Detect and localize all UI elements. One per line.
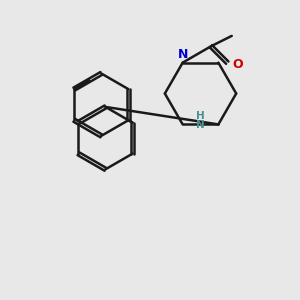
- Text: H
N: H N: [196, 111, 205, 130]
- Text: O: O: [232, 58, 243, 70]
- Text: N: N: [178, 48, 188, 61]
